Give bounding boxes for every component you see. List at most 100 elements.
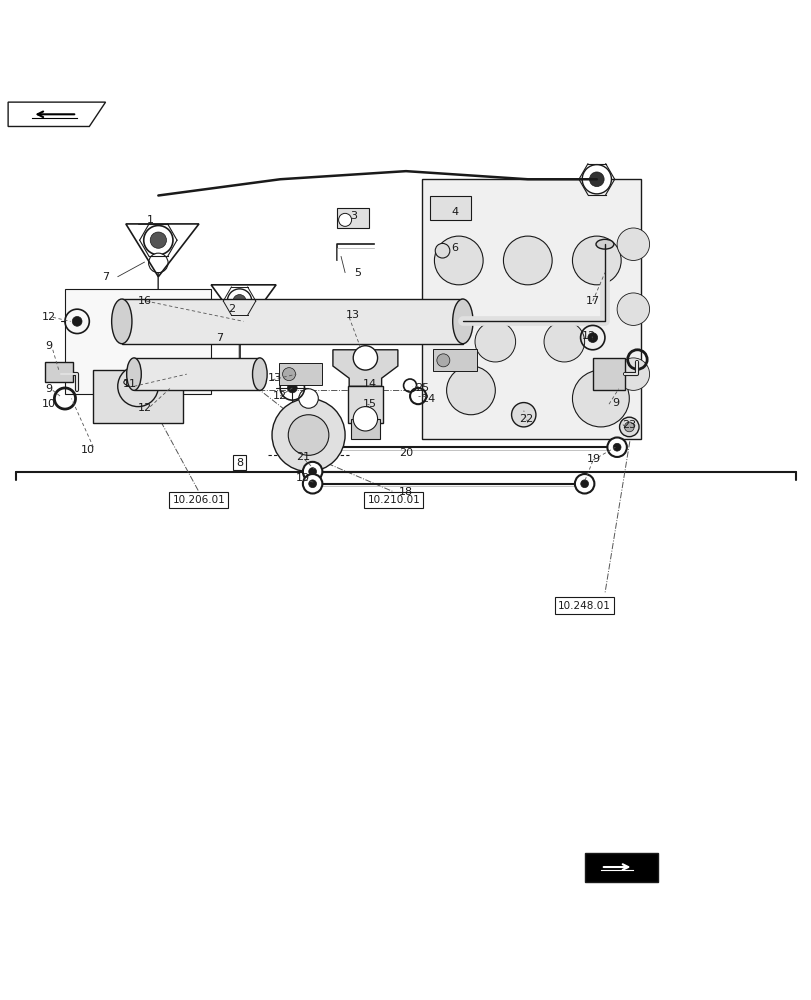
Circle shape: [589, 172, 603, 187]
Text: 25: 25: [414, 383, 429, 393]
Circle shape: [148, 253, 168, 273]
Text: 4: 4: [451, 207, 457, 217]
Circle shape: [511, 403, 535, 427]
Text: 19: 19: [295, 473, 310, 483]
Bar: [45, 362, 73, 382]
Circle shape: [435, 243, 449, 258]
Circle shape: [308, 468, 316, 475]
Circle shape: [288, 415, 328, 455]
Circle shape: [446, 366, 495, 415]
Text: 9: 9: [45, 384, 52, 394]
Circle shape: [272, 399, 345, 472]
Text: 19: 19: [586, 454, 601, 464]
Text: 11: 11: [122, 379, 137, 389]
Circle shape: [233, 295, 246, 308]
Text: 10.248.01: 10.248.01: [557, 601, 611, 611]
Circle shape: [574, 474, 594, 494]
Text: 21: 21: [295, 452, 310, 462]
Circle shape: [165, 369, 175, 379]
Text: 5: 5: [354, 268, 360, 278]
Text: 10: 10: [80, 445, 95, 455]
Bar: [422, 179, 641, 439]
Polygon shape: [8, 102, 105, 126]
Circle shape: [612, 443, 620, 451]
Circle shape: [624, 422, 633, 432]
Bar: [134, 358, 260, 390]
Bar: [432, 349, 476, 371]
Text: 15: 15: [362, 399, 376, 409]
Circle shape: [616, 293, 649, 325]
Bar: [93, 370, 182, 423]
Circle shape: [580, 480, 588, 488]
Circle shape: [474, 321, 515, 362]
Circle shape: [572, 236, 620, 285]
Text: 23: 23: [621, 420, 636, 430]
Bar: [337, 208, 369, 228]
Text: 7: 7: [216, 333, 222, 343]
Circle shape: [503, 236, 551, 285]
Ellipse shape: [452, 299, 472, 344]
Bar: [65, 289, 211, 394]
Text: 17: 17: [585, 296, 599, 306]
Text: 9: 9: [611, 398, 618, 408]
Text: 7: 7: [102, 272, 109, 282]
Bar: [347, 386, 383, 423]
Circle shape: [231, 312, 247, 328]
Circle shape: [303, 462, 322, 481]
Text: 3: 3: [350, 211, 356, 221]
Text: 18: 18: [398, 487, 413, 497]
Text: 10.206.01: 10.206.01: [173, 495, 225, 505]
Polygon shape: [584, 853, 657, 882]
Polygon shape: [333, 350, 397, 386]
Ellipse shape: [127, 358, 141, 390]
Text: 10.210.01: 10.210.01: [367, 495, 419, 505]
Text: 20: 20: [398, 448, 413, 458]
Text: 6: 6: [451, 243, 457, 253]
Circle shape: [72, 316, 82, 326]
Text: 10: 10: [41, 399, 56, 409]
Text: 13: 13: [345, 310, 360, 320]
Circle shape: [616, 228, 649, 260]
Text: 16: 16: [137, 296, 152, 306]
Circle shape: [150, 232, 166, 248]
Circle shape: [619, 417, 638, 437]
Text: 9: 9: [45, 341, 52, 351]
Circle shape: [303, 474, 322, 494]
Circle shape: [572, 370, 629, 427]
Circle shape: [353, 346, 377, 370]
Text: 14: 14: [362, 379, 376, 389]
Circle shape: [616, 358, 649, 390]
Text: 12: 12: [581, 331, 595, 341]
Circle shape: [227, 289, 251, 313]
Text: 12: 12: [272, 391, 287, 401]
Text: 12: 12: [137, 403, 152, 413]
Bar: [278, 363, 322, 385]
Circle shape: [543, 321, 584, 362]
Circle shape: [436, 354, 449, 367]
Bar: [430, 196, 470, 220]
Circle shape: [353, 407, 377, 431]
Text: 22: 22: [518, 414, 533, 424]
Ellipse shape: [123, 377, 152, 387]
Text: 1: 1: [147, 215, 153, 225]
Bar: [592, 358, 624, 390]
Text: 12: 12: [41, 312, 56, 322]
Ellipse shape: [595, 239, 613, 249]
Bar: [350, 419, 380, 439]
Circle shape: [282, 368, 295, 381]
Text: 24: 24: [421, 393, 436, 403]
Text: 13: 13: [267, 373, 281, 383]
Circle shape: [298, 389, 318, 408]
Circle shape: [587, 333, 597, 342]
Bar: [122, 299, 462, 344]
Circle shape: [607, 437, 626, 457]
Circle shape: [338, 213, 351, 226]
Circle shape: [118, 366, 158, 407]
Text: 8: 8: [236, 458, 242, 468]
Circle shape: [287, 383, 297, 393]
Circle shape: [434, 236, 483, 285]
Circle shape: [581, 165, 611, 194]
Circle shape: [144, 226, 173, 255]
Text: 2: 2: [228, 304, 234, 314]
Circle shape: [308, 480, 316, 488]
